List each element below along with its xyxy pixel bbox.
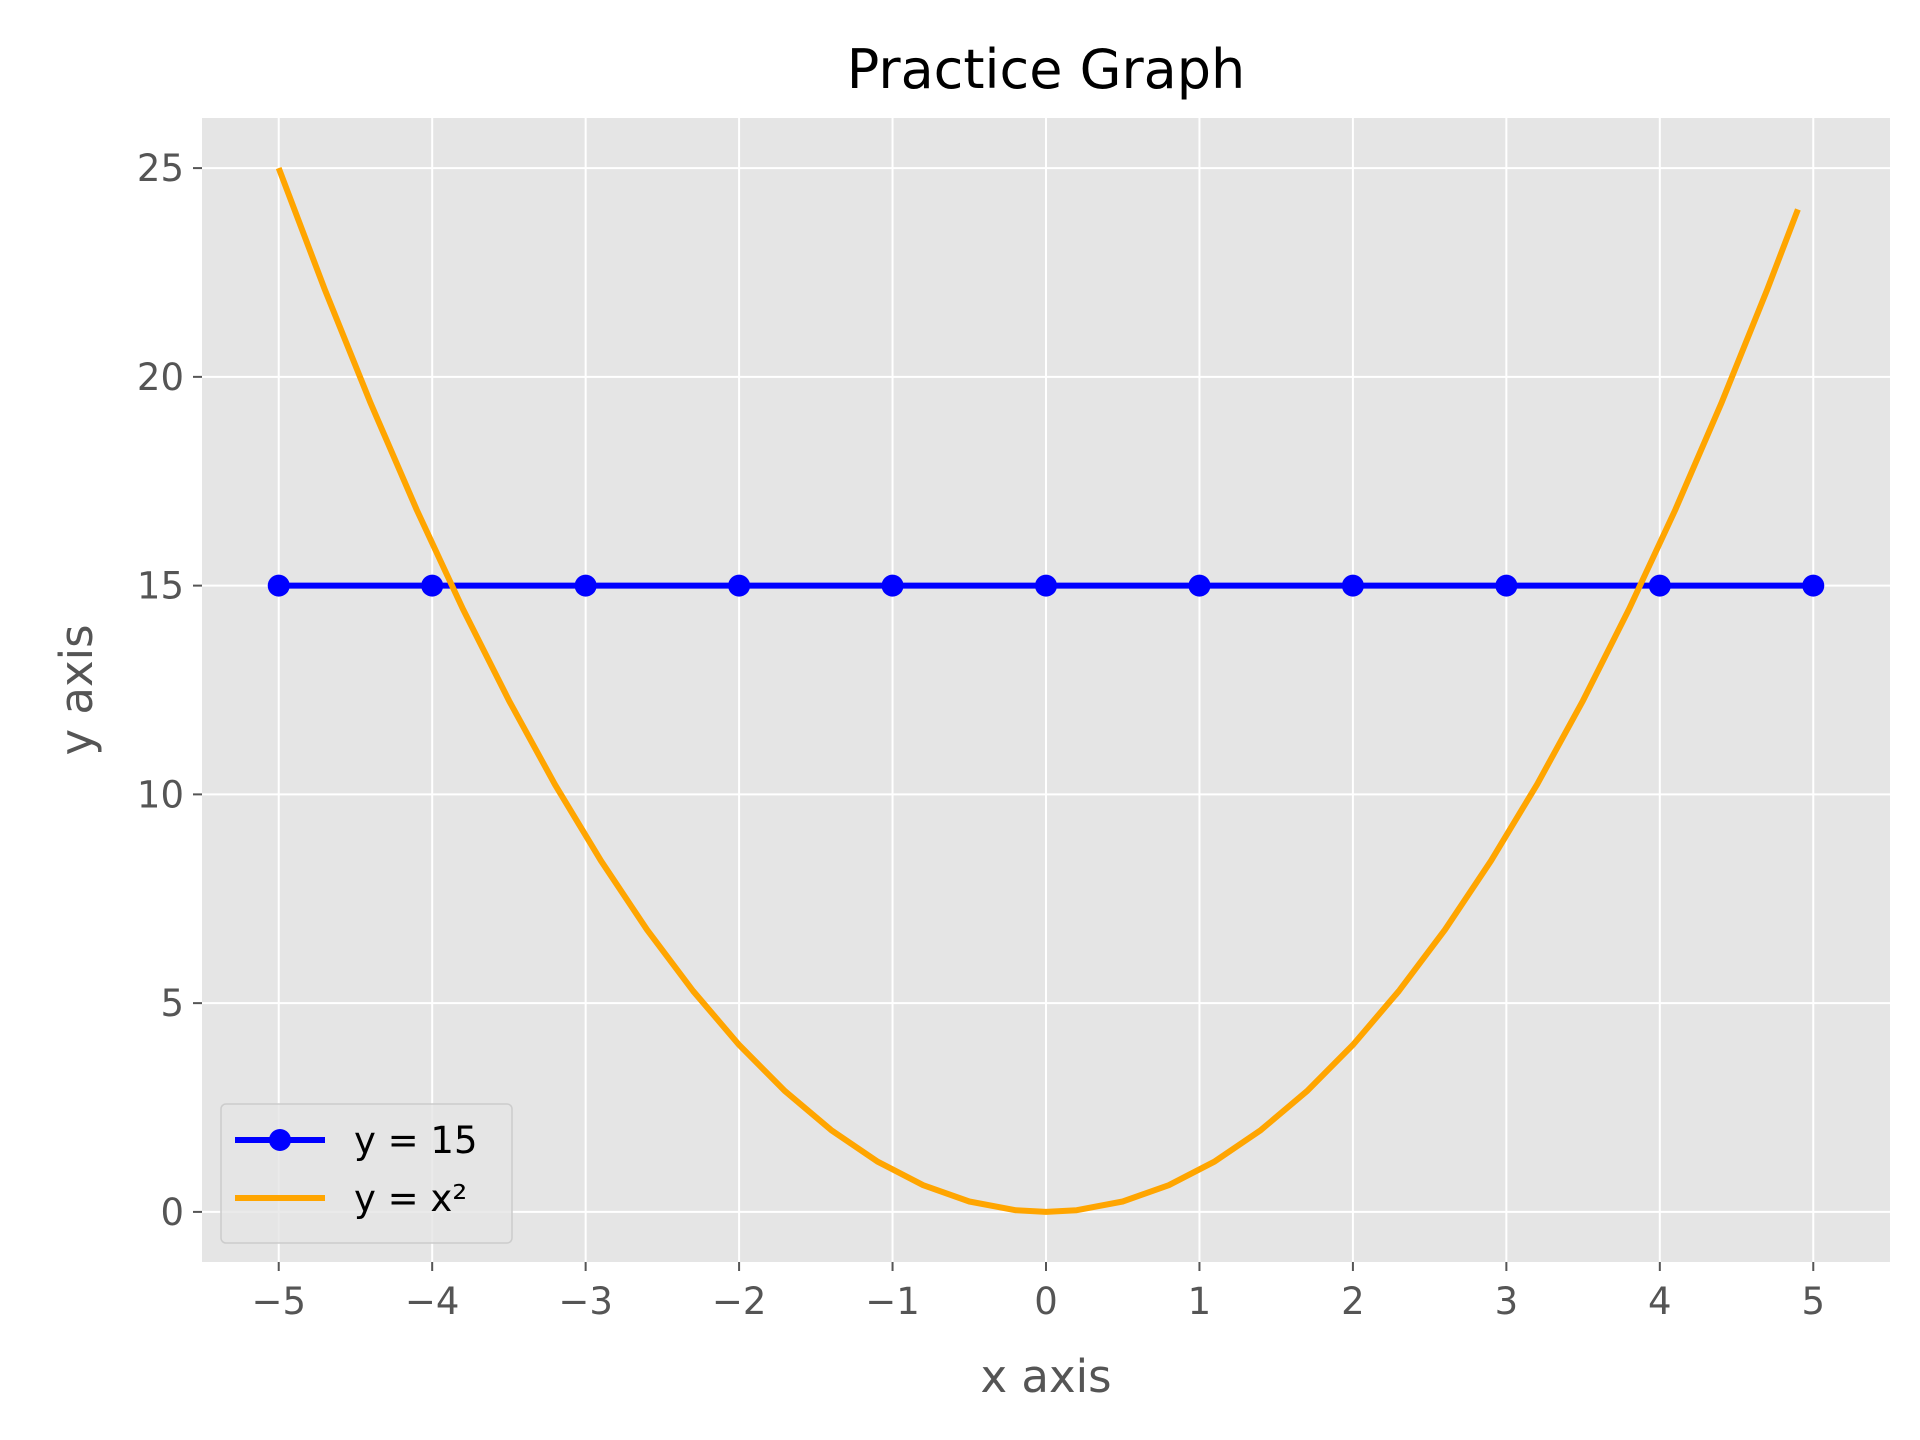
series-0-point — [421, 574, 444, 597]
legend: y = 15 y = x² — [220, 1103, 513, 1244]
x-tick-label: 1 — [1188, 1280, 1212, 1323]
x-tick-label: 5 — [1801, 1280, 1825, 1323]
series-0-point — [267, 574, 290, 597]
series-layer — [267, 167, 1825, 1215]
x-tick-label: −1 — [865, 1280, 920, 1323]
x-tick-label: 4 — [1648, 1280, 1672, 1323]
series-0-point — [1188, 574, 1211, 597]
y-axis-label: y axis — [50, 624, 103, 755]
y-tick-label: 10 — [137, 773, 184, 816]
y-tick-label: 20 — [137, 356, 184, 399]
y-tick-label: 5 — [160, 982, 184, 1025]
series-0-point — [1495, 574, 1518, 597]
series-0-point — [1035, 574, 1057, 597]
axis-ticks: −5 −4 −3 −2 −1 0 1 2 3 4 5 0 5 10 15 20 25 — [137, 147, 1825, 1323]
x-tick-label: −4 — [405, 1280, 460, 1323]
series-0-point — [574, 574, 597, 597]
y-tick-label: 15 — [137, 565, 184, 608]
x-tick-label: 0 — [1034, 1280, 1058, 1323]
chart-title: Practice Graph — [847, 38, 1246, 101]
legend-marker-0 — [269, 1129, 291, 1151]
y-tick-label: 0 — [160, 1191, 184, 1234]
x-tick-label: 3 — [1495, 1280, 1519, 1323]
x-tick-label: −2 — [712, 1280, 767, 1323]
y-tick-label: 25 — [137, 147, 184, 190]
x-tick-label: 2 — [1341, 1280, 1365, 1323]
series-0-point — [728, 574, 751, 597]
series-0-point — [1648, 574, 1671, 597]
series-0-point — [881, 574, 904, 597]
x-axis-label: x axis — [980, 1350, 1111, 1403]
x-tick-label: −5 — [251, 1280, 306, 1323]
series-0-point — [1802, 574, 1825, 597]
legend-label-0: y = 15 — [354, 1119, 478, 1162]
legend-label-1: y = x² — [354, 1177, 467, 1220]
series-0-point — [1341, 574, 1364, 597]
x-tick-label: −3 — [558, 1280, 613, 1323]
series-line-1 — [275, 167, 1801, 1215]
